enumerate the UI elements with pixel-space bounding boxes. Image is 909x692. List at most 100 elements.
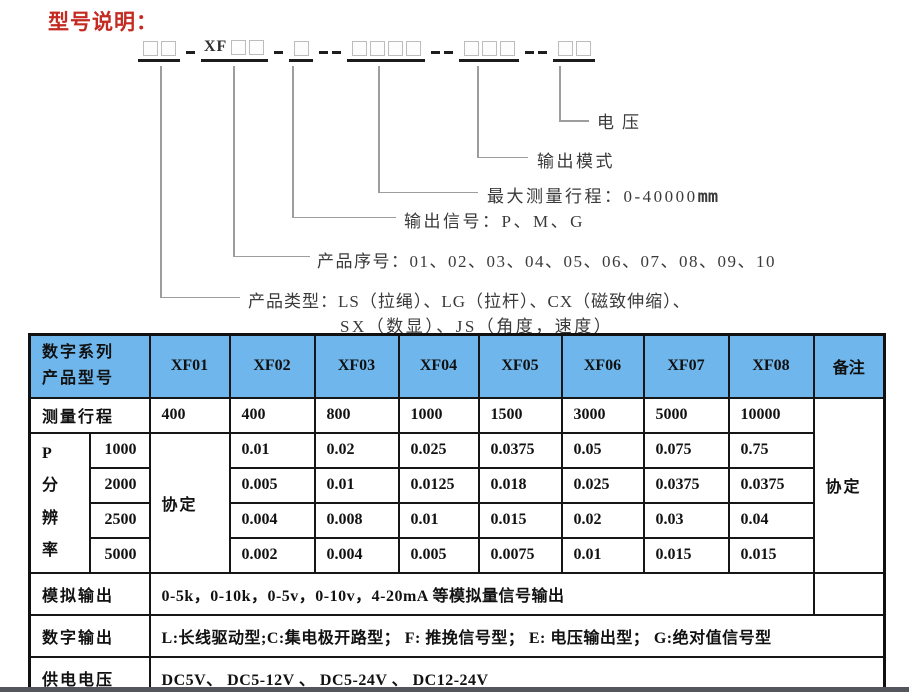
- spec-cell: 0.01: [228, 431, 316, 469]
- spec-cell: 0.02: [313, 431, 400, 469]
- resolution-label-char: 辨: [42, 509, 60, 527]
- table-row-resolution-5000: 5000 0.002 0.004 0.005 0.0075 0.01 0.015…: [30, 536, 885, 574]
- spec-cell: 0.02: [560, 501, 645, 539]
- callout-product-type-line1: 产品类型：LS（拉绳）、LG（拉杆）、CX（磁致伸缩）、: [248, 292, 691, 311]
- spec-cell: 0.0075: [477, 536, 563, 574]
- spec-cell: 0.04: [727, 501, 815, 539]
- row-label-resolution: P 分 辨 率: [28, 431, 91, 574]
- format-group-series: [138, 41, 180, 62]
- page-title: 型号说明：: [48, 10, 158, 34]
- table-header-row: 数字系列 产品型号 XF01 XF02 XF03 XF04 XF05 XF06 …: [28, 333, 886, 399]
- table-row-stroke: 测量行程 400 400 800 1000 1500 3000 5000 100…: [28, 396, 886, 574]
- callout-line: [559, 120, 589, 122]
- empty-remark-cell: [812, 571, 886, 616]
- remark-cell-agreement: 协定: [812, 396, 886, 574]
- resolution-sub-label: 2500: [88, 501, 151, 539]
- spec-cell: 0.002: [228, 536, 316, 574]
- format-box: [230, 39, 246, 55]
- callout-line: [292, 66, 294, 218]
- row-label-digital: 数字输出: [28, 613, 151, 658]
- col-header-series: 数字系列 产品型号: [28, 333, 151, 399]
- callout-output-mode: 输出模式: [537, 152, 615, 171]
- spec-cell: 0.0375: [477, 431, 563, 469]
- format-box: [160, 41, 176, 56]
- col-header-remark: 备注: [812, 333, 886, 399]
- format-group-output-mode: [459, 41, 520, 62]
- spec-cell: 0.01: [313, 466, 400, 504]
- spec-cell: 10000: [727, 396, 815, 434]
- xf01-agreement-cell: 协定: [148, 431, 231, 574]
- col-header-series-line2: 产品型号: [42, 370, 115, 388]
- spec-cell: 0.005: [228, 466, 316, 504]
- format-box: [499, 41, 515, 56]
- table-row-analog-output: 模拟输出 0-5k，0-10k，0-5v，0-10v，4-20mA 等模拟量信号…: [28, 571, 886, 616]
- spec-cell: 3000: [560, 396, 645, 434]
- table-row-digital-output: 数字输出 L:长线驱动型;C:集电极开路型； F: 推挽信号型； E: 电压输出…: [28, 613, 886, 658]
- format-box: [557, 41, 573, 56]
- resolution-sub-label: 1000: [88, 431, 151, 469]
- spec-cell: 0.015: [477, 501, 563, 539]
- col-header-xf04: XF04: [397, 333, 480, 399]
- callout-output-signal: 输出信号：P、M、G: [404, 212, 585, 231]
- format-box: [481, 41, 497, 56]
- spec-cell: 0.05: [560, 431, 645, 469]
- callout-line: [292, 216, 396, 218]
- format-group-signal: [289, 41, 314, 62]
- format-box: [463, 41, 479, 56]
- callout-line: [160, 66, 162, 298]
- row-label-stroke: 测量行程: [28, 396, 151, 434]
- col-header-series-line1: 数字系列: [42, 344, 115, 362]
- spec-cell: 400: [228, 396, 316, 434]
- spec-cell: 800: [313, 396, 400, 434]
- digital-output-value: L:长线驱动型;C:集电极开路型； F: 推挽信号型； E: 电压输出型； G:…: [148, 613, 886, 658]
- col-header-xf07: XF07: [642, 333, 730, 399]
- callout-line: [233, 66, 235, 257]
- spec-cell: 0.018: [477, 466, 563, 504]
- spec-cell: 0.008: [313, 501, 400, 539]
- col-header-xf01: XF01: [148, 333, 231, 399]
- slide-bottom-edge: [0, 687, 909, 692]
- dash-separator: [429, 51, 455, 54]
- callout-product-no: 产品序号：01、02、03、04、05、06、07、08、09、10: [317, 252, 776, 271]
- format-box: [575, 41, 591, 56]
- format-box: [142, 41, 158, 56]
- model-format-row: XF: [138, 38, 596, 62]
- callout-line: [477, 66, 479, 158]
- spec-cell: 0.03: [642, 501, 730, 539]
- col-header-xf08: XF08: [727, 333, 815, 399]
- format-box: [293, 41, 309, 56]
- dash-separator: [184, 51, 197, 54]
- table-row-resolution-2000: 2000 0.005 0.01 0.0125 0.018 0.025 0.037…: [30, 466, 885, 504]
- format-group-voltage: [553, 41, 596, 62]
- spec-cell: 5000: [642, 396, 730, 434]
- col-header-xf02: XF02: [228, 333, 316, 399]
- spec-cell: 0.015: [642, 536, 730, 574]
- resolution-sub-label: 5000: [88, 536, 151, 574]
- col-header-xf03: XF03: [313, 333, 400, 399]
- table-row-resolution-2500: 2500 0.004 0.008 0.01 0.015 0.02 0.03 0.…: [30, 501, 885, 539]
- resolution-label-char: 分: [42, 477, 60, 494]
- format-prefix-xf: XF: [204, 38, 228, 55]
- callout-max-stroke-text: 最大测量行程：0-40000: [487, 187, 698, 206]
- spec-cell: 0.0125: [397, 466, 480, 504]
- callout-voltage: 电压: [597, 113, 647, 132]
- format-box: [369, 41, 385, 56]
- callout-line: [378, 191, 478, 193]
- callout-max-stroke: 最大测量行程：0-40000mm: [487, 182, 718, 207]
- row-label-analog: 模拟输出: [28, 571, 151, 616]
- col-header-xf05: XF05: [477, 333, 563, 399]
- spec-cell: 0.015: [727, 536, 815, 574]
- spec-cell: 1000: [397, 396, 480, 434]
- spec-cell: 0.025: [397, 431, 480, 469]
- spec-cell: 0.004: [313, 536, 400, 574]
- format-box: [351, 41, 367, 56]
- format-box: [405, 41, 421, 56]
- spec-cell: 0.01: [397, 501, 480, 539]
- analog-output-value: 0-5k，0-10k，0-5v，0-10v，4-20mA 等模拟量信号输出: [148, 571, 815, 616]
- spec-cell: 400: [148, 396, 231, 434]
- callout-line: [477, 156, 528, 158]
- format-group-model: XF: [201, 38, 269, 62]
- table-row-resolution-1000: P 分 辨 率 1000 协定 0.01 0.02 0.025 0.0375 0…: [28, 431, 885, 574]
- spec-cell: 1500: [477, 396, 563, 434]
